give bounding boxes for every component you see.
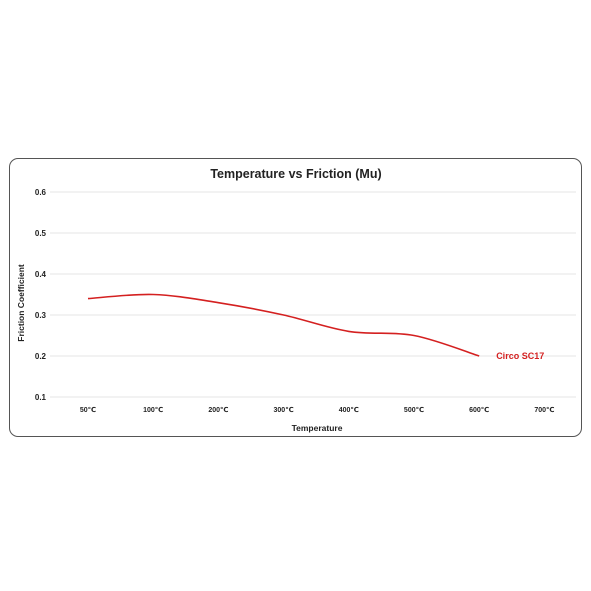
x-tick-label: 400℃: [339, 406, 359, 414]
series-line: [87, 293, 480, 357]
y-tick-labels: 0.1 0.2 0.3 0.4 0.5 0.6: [35, 188, 47, 402]
x-axis-label: Temperature: [292, 423, 343, 433]
series-layer: Circo SC17: [87, 293, 544, 361]
x-tick-label: 600℃: [469, 406, 489, 414]
series-label: Circo SC17: [496, 351, 544, 361]
x-tick-label: 700℃: [534, 406, 554, 414]
x-tick-label: 50℃: [80, 406, 96, 414]
y-tick-label: 0.5: [35, 229, 47, 238]
x-tick-labels: 50℃ 100℃ 200℃ 300℃ 400℃ 500℃ 600℃ 700℃: [80, 406, 555, 414]
y-axis-label: Friction Coefficient: [16, 264, 26, 342]
y-tick-label: 0.1: [35, 393, 47, 402]
x-tick-label: 100℃: [143, 406, 163, 414]
chart-title: Temperature vs Friction (Mu): [210, 167, 381, 181]
y-tick-label: 0.3: [35, 311, 47, 320]
y-tick-label: 0.4: [35, 270, 47, 279]
x-tick-label: 200℃: [208, 406, 228, 414]
grid-lines: [50, 191, 576, 398]
x-tick-label: 300℃: [274, 406, 294, 414]
y-tick-label: 0.2: [35, 352, 47, 361]
x-tick-label: 500℃: [404, 406, 424, 414]
y-tick-label: 0.6: [35, 188, 47, 197]
